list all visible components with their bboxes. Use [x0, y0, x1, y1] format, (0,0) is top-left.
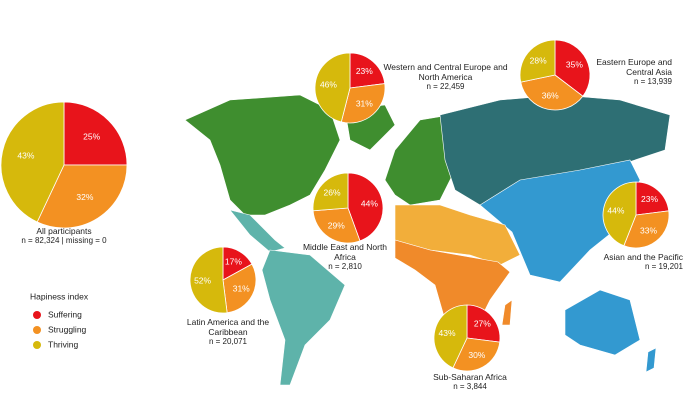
slice-label: 17% [225, 257, 242, 267]
slice-label: 43% [17, 151, 34, 161]
region-label: Latin America and the Caribbean n = 20,07… [168, 317, 288, 347]
legend-label: Thriving [48, 339, 79, 349]
slice-label: 46% [320, 80, 337, 90]
sample-size: n = 20,071 [208, 337, 248, 346]
region-title: Eastern Europe and Central Asia [596, 57, 672, 77]
pie-slice [349, 52, 386, 89]
slice-label: 36% [542, 90, 559, 100]
pie-slice [312, 172, 349, 212]
pie-slice [623, 210, 670, 249]
slice-label: 28% [530, 56, 547, 66]
legend: Hapiness index Suffering Struggling Thrivi… [30, 291, 89, 349]
pie-slice [222, 263, 257, 314]
pie-slice [466, 304, 501, 343]
slice-label: 32% [76, 192, 93, 202]
legend-swatch [33, 341, 41, 349]
pie-slice [314, 52, 351, 123]
pie-slice [189, 246, 228, 314]
slice-label: 43% [439, 328, 456, 338]
region-label: Eastern Europe and Central Asia n = 13,93… [582, 57, 672, 87]
australia [564, 289, 641, 356]
slice-label: 26% [324, 188, 341, 198]
slice-label: 35% [566, 60, 583, 70]
region-label: Middle East and North Africa n = 2,810 [300, 242, 390, 272]
pie-slice [602, 181, 637, 247]
central-america [229, 209, 286, 253]
pie-slice [452, 337, 501, 372]
region-label: All participants n = 82,324 | missing = 0 [0, 226, 128, 246]
sample-size: n = 3,844 [453, 382, 487, 391]
legend-label: Suffering [48, 309, 82, 319]
slice-label: 31% [356, 99, 373, 109]
legend-swatch [33, 311, 41, 319]
slice-label: 29% [328, 221, 345, 231]
region-title: Middle East and North Africa [302, 242, 388, 262]
sample-size: n = 22,459 [426, 82, 465, 91]
new-zealand [645, 347, 657, 373]
pie-slice [347, 172, 384, 242]
legend-label: Struggling [48, 324, 87, 334]
slice-label: 25% [83, 132, 100, 142]
pies: 25% 32% 43% 23% 31% 46% 35% 36% 28% 44% 29% 26% 23% 3… [0, 39, 670, 372]
slice-label: 44% [361, 198, 378, 208]
sample-size: n = 82,324 | missing = 0 [21, 236, 107, 245]
region-label: Asian and the Pacific n = 19,201 [585, 252, 683, 272]
pie-slice [312, 207, 361, 244]
pie-slice [36, 164, 128, 229]
pie-slice [340, 83, 386, 124]
pie-slice [635, 181, 670, 216]
region-label: Western and Central Europe and North Ame… [378, 62, 513, 92]
europe [384, 114, 456, 206]
slice-label: 44% [607, 205, 624, 215]
sample-size: n = 13,939 [633, 77, 672, 86]
south-america [261, 249, 346, 386]
pie-slice [63, 101, 128, 166]
pie-slice [520, 74, 584, 111]
pie-slice [433, 304, 468, 369]
slice-label: 30% [468, 350, 485, 360]
slice-label: 52% [194, 276, 211, 286]
legend-title: Hapiness index [30, 291, 89, 301]
slice-label: 31% [233, 284, 250, 294]
madagascar [501, 299, 513, 326]
slice-label: 23% [641, 194, 658, 204]
slice-label: 27% [474, 319, 491, 329]
region-title: Western and Central Europe and North Ame… [383, 62, 508, 82]
pie-slice [554, 39, 591, 97]
region-title: Latin America and the Caribbean [186, 317, 270, 337]
region-title: Asian and the Pacific [603, 252, 683, 262]
region-title: All participants [36, 226, 92, 236]
region-title: Sub-Saharan Africa [433, 372, 507, 382]
slice-label: 33% [640, 225, 657, 235]
sample-size: n = 19,201 [644, 262, 683, 271]
pie-slice [519, 39, 556, 83]
sample-size: n = 2,810 [328, 262, 362, 271]
slice-label: 23% [356, 66, 373, 76]
legend-swatch [33, 326, 41, 334]
pie-slice [0, 101, 65, 223]
north-america [184, 94, 341, 216]
region-label: Sub-Saharan Africa n = 3,844 [410, 372, 530, 392]
